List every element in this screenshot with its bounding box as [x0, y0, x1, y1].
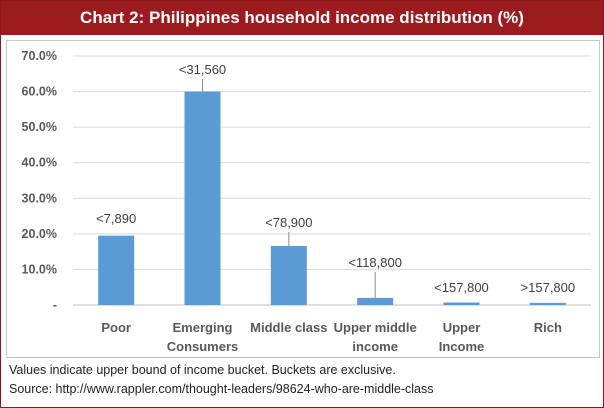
x-tick-label: Emerging: [173, 320, 233, 335]
bar: [357, 297, 394, 305]
x-tick-label: Rich: [534, 320, 562, 335]
y-tick-label: 20.0%: [22, 227, 57, 241]
y-tick-label: 70.0%: [22, 49, 57, 63]
x-tick-label: Middle class: [250, 320, 327, 335]
chart-title: Chart 2: Philippines household income di…: [1, 1, 603, 35]
plot-area: [6, 40, 600, 358]
footnotes: Values indicate upper bound of income bu…: [9, 361, 434, 399]
x-tick-label: Upper middle: [334, 320, 417, 335]
data-label: <78,900: [265, 215, 312, 230]
data-label: >157,800: [521, 280, 576, 295]
data-label: <7,890: [96, 211, 136, 226]
bar: [98, 235, 135, 305]
footnote-source: Source: http://www.rappler.com/thought-l…: [9, 382, 434, 396]
x-tick-label: Income: [439, 339, 485, 354]
x-tick-label: income: [352, 339, 398, 354]
bar: [270, 245, 307, 305]
bar: [184, 91, 221, 305]
y-tick-label: 30.0%: [22, 191, 57, 205]
y-tick-label: 60.0%: [22, 85, 57, 99]
x-tick-label: Upper: [443, 320, 481, 335]
data-label: <118,800: [348, 255, 402, 270]
data-label: <31,560: [179, 62, 226, 77]
x-tick-label: Poor: [101, 320, 131, 335]
bar: [443, 302, 480, 305]
bar: [529, 302, 566, 305]
y-tick-label: -: [53, 298, 57, 312]
footnote-note: Values indicate upper bound of income bu…: [9, 363, 396, 377]
y-tick-label: 10.0%: [22, 262, 57, 276]
y-tick-label: 40.0%: [22, 156, 57, 170]
y-tick-label: 50.0%: [22, 120, 57, 134]
x-tick-label: Consumers: [167, 339, 239, 354]
data-label: <157,800: [434, 280, 489, 295]
